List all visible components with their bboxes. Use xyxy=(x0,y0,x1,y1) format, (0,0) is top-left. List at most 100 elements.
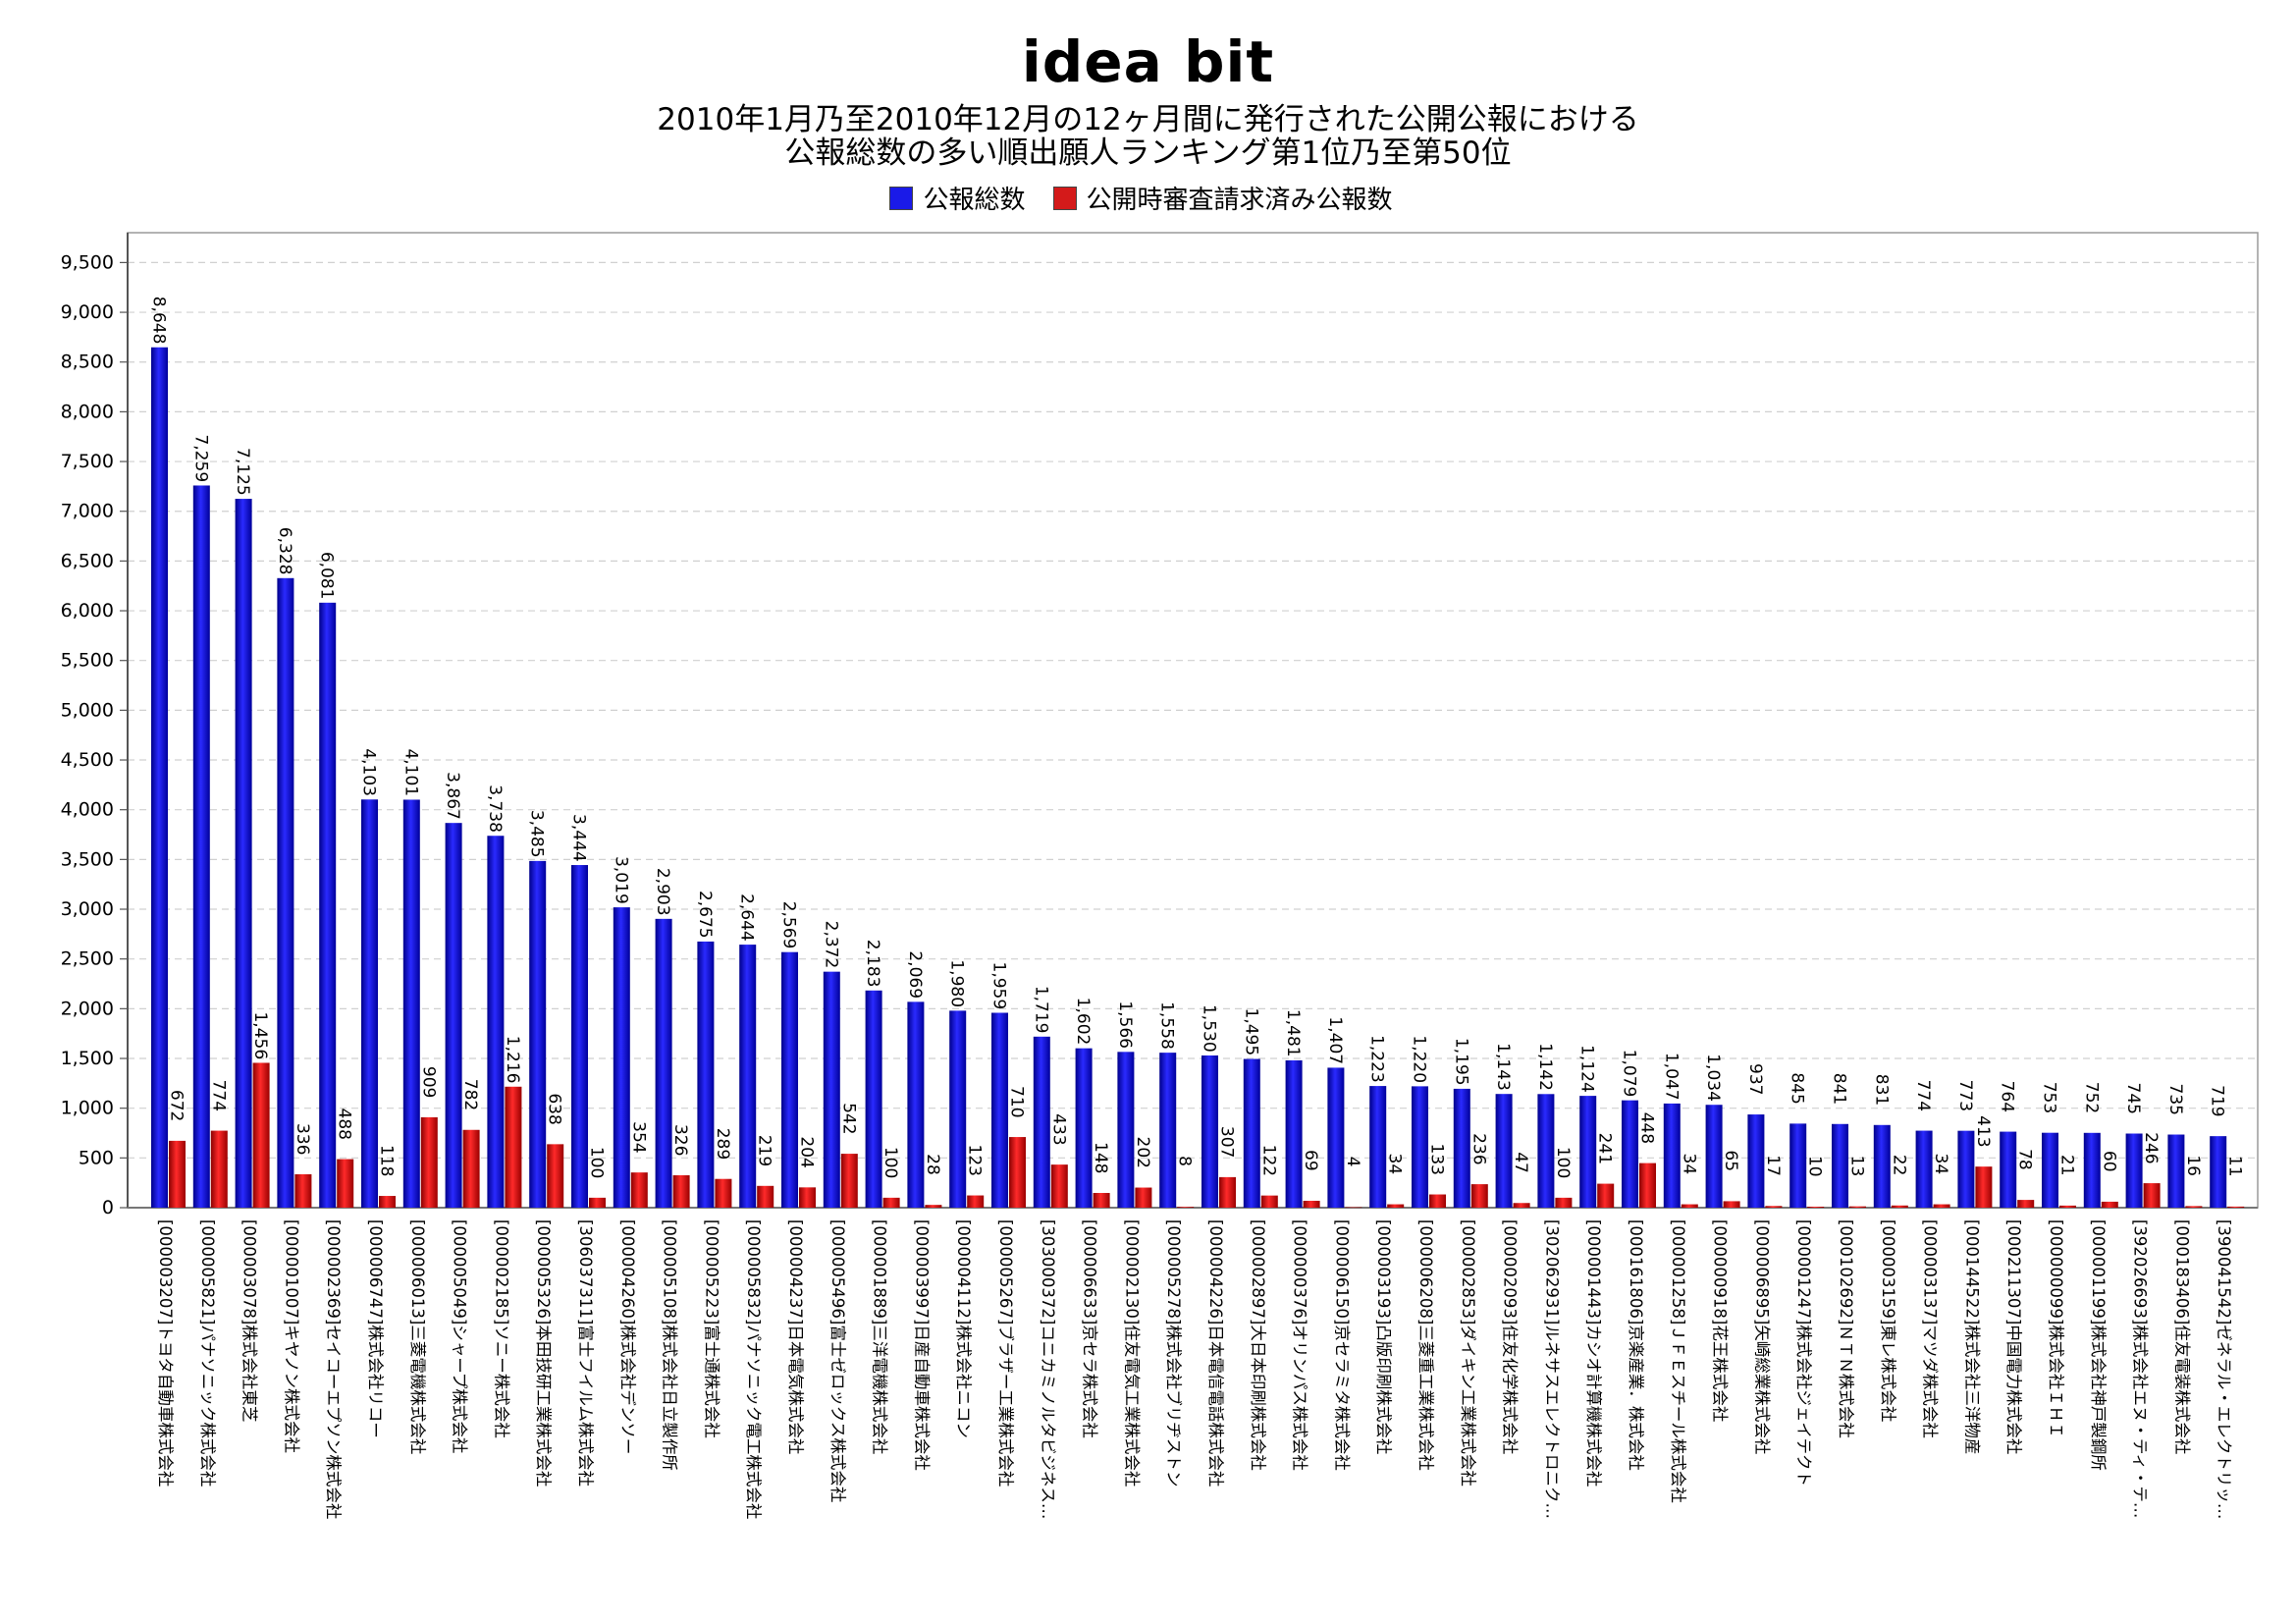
bar-examined xyxy=(1555,1197,1573,1208)
x-category-label: [000006895]矢崎総業株式会社 xyxy=(1752,1219,1771,1454)
x-category-label: [000005326]本田技研工業株式会社 xyxy=(534,1219,553,1487)
bar-total xyxy=(697,941,715,1208)
bar-total xyxy=(571,865,588,1208)
bar-total xyxy=(1495,1094,1513,1208)
x-category-label: [000003078]株式会社東芝 xyxy=(240,1219,259,1422)
x-category-label: [000002897]大日本印刷株式会社 xyxy=(1249,1219,1267,1471)
x-category-label: [000003137]マツダ株式会社 xyxy=(1921,1219,1940,1438)
bar-examined xyxy=(1050,1164,1068,1208)
legend-item-examined: 公開時審査請求済み公報数 xyxy=(1052,180,1393,216)
value-label-total: 3,867 xyxy=(443,772,462,820)
value-label-examined: 100 xyxy=(587,1147,607,1178)
value-label-examined: 909 xyxy=(418,1066,438,1098)
bar-total xyxy=(1243,1058,1260,1208)
value-label-total: 1,034 xyxy=(1703,1054,1723,1102)
value-label-examined: 122 xyxy=(1258,1145,1278,1176)
value-label-total: 753 xyxy=(2040,1082,2059,1113)
bar-total xyxy=(1705,1105,1723,1208)
bar-examined xyxy=(420,1116,438,1208)
x-category-label: [000001247]株式会社ジェイテクト xyxy=(1794,1219,1813,1487)
value-label-total: 2,069 xyxy=(905,950,925,999)
bar-total xyxy=(1369,1086,1387,1208)
y-tick-label: 3,500 xyxy=(61,848,114,870)
value-label-total: 2,675 xyxy=(695,891,715,939)
bar-total xyxy=(1873,1124,1891,1208)
x-category-label: [000144522]株式会社三洋物産 xyxy=(1962,1219,1981,1454)
bar-total xyxy=(487,836,505,1208)
bar-total xyxy=(2167,1134,2185,1208)
y-tick-label: 6,000 xyxy=(61,600,114,622)
value-label-total: 1,558 xyxy=(1157,1001,1177,1050)
legend-label-examined: 公開時審査請求済み公報数 xyxy=(1086,186,1393,215)
value-label-examined: 123 xyxy=(965,1145,985,1176)
bar-examined xyxy=(1470,1184,1488,1208)
value-label-total: 1,566 xyxy=(1115,1001,1135,1049)
value-label-examined: 638 xyxy=(545,1093,564,1124)
bar-examined xyxy=(882,1197,900,1208)
value-label-examined: 47 xyxy=(1511,1152,1530,1173)
x-category-label: [000001258]ＪＦＥスチール株式会社 xyxy=(1669,1219,1687,1503)
x-category-label: [303000372]コニカミノルタビジネス… xyxy=(1039,1219,1057,1519)
value-label-examined: 60 xyxy=(2099,1151,2118,1172)
bar-examined xyxy=(2101,1201,2118,1208)
x-category-label: [000161806]京楽産業．株式会社 xyxy=(1627,1219,1645,1471)
bar-total xyxy=(1789,1123,1807,1208)
value-label-examined: 34 xyxy=(1931,1154,1950,1175)
x-category-label: [000005832]パナソニック電工株式会社 xyxy=(744,1219,763,1519)
x-category-label: [000005267]ブラザー工業株式会社 xyxy=(996,1219,1016,1487)
bar-examined xyxy=(1345,1207,1362,1209)
value-label-total: 2,569 xyxy=(779,901,799,949)
value-label-examined: 326 xyxy=(670,1124,690,1156)
value-label-total: 1,047 xyxy=(1661,1053,1681,1101)
bar-total xyxy=(319,602,337,1208)
value-label-examined: 69 xyxy=(1301,1150,1320,1171)
bar-examined xyxy=(1639,1163,1656,1208)
value-label-total: 6,328 xyxy=(275,527,294,575)
bar-total xyxy=(865,990,882,1208)
bar-examined xyxy=(1387,1204,1405,1208)
bar-total xyxy=(907,1001,925,1208)
value-label-total: 845 xyxy=(1788,1072,1807,1104)
bar-examined xyxy=(462,1129,480,1208)
bar-total xyxy=(151,347,168,1208)
bar-examined xyxy=(1597,1183,1615,1208)
bar-examined xyxy=(1260,1195,1278,1208)
x-category-label: [000000376]オリンパス株式会社 xyxy=(1291,1219,1309,1471)
value-label-examined: 16 xyxy=(2183,1155,2203,1176)
bar-examined xyxy=(1807,1206,1825,1208)
value-label-total: 831 xyxy=(1871,1074,1891,1106)
legend-label-total: 公報総数 xyxy=(923,186,1026,215)
bar-total xyxy=(402,799,420,1208)
bar-examined xyxy=(757,1185,774,1208)
x-category-label: [000002853]ダイキン工業株式会社 xyxy=(1459,1219,1477,1487)
value-label-total: 1,220 xyxy=(1410,1035,1429,1083)
bar-examined xyxy=(294,1173,312,1208)
value-label-examined: 433 xyxy=(1048,1113,1068,1145)
value-label-examined: 542 xyxy=(838,1103,858,1134)
x-category-label: [000000918]花王株式会社 xyxy=(1711,1219,1730,1422)
bar-examined xyxy=(1891,1205,1908,1208)
value-label-examined: 65 xyxy=(1721,1150,1740,1171)
x-category-label: [306037311]富士フイルム株式会社 xyxy=(576,1219,595,1487)
bar-total xyxy=(1285,1059,1303,1208)
y-tick-label: 8,000 xyxy=(61,401,114,422)
value-label-total: 735 xyxy=(2165,1084,2185,1115)
bar-examined xyxy=(715,1178,732,1208)
value-label-total: 1,602 xyxy=(1073,998,1093,1046)
x-category-label: [000183406]住友電装株式会社 xyxy=(2172,1219,2191,1454)
bar-total xyxy=(1915,1130,1933,1208)
x-category-label: [000005049]シャープ株式会社 xyxy=(451,1219,469,1453)
chart-legend: 公報総数 公開時審査請求済み公報数 xyxy=(0,180,2296,216)
x-category-label: [000001443]カシオ計算機株式会社 xyxy=(1584,1219,1603,1487)
x-category-label: [000003207]トヨタ自動車株式会社 xyxy=(156,1219,175,1487)
value-label-examined: 28 xyxy=(923,1154,942,1175)
y-tick-label: 500 xyxy=(79,1147,114,1168)
bar-total xyxy=(2125,1133,2143,1208)
bar-total xyxy=(991,1012,1008,1208)
value-label-examined: 34 xyxy=(1385,1154,1405,1175)
value-label-examined: 488 xyxy=(335,1109,354,1140)
bar-examined xyxy=(169,1140,186,1208)
bar-total xyxy=(235,499,252,1208)
bar-total xyxy=(739,945,757,1208)
